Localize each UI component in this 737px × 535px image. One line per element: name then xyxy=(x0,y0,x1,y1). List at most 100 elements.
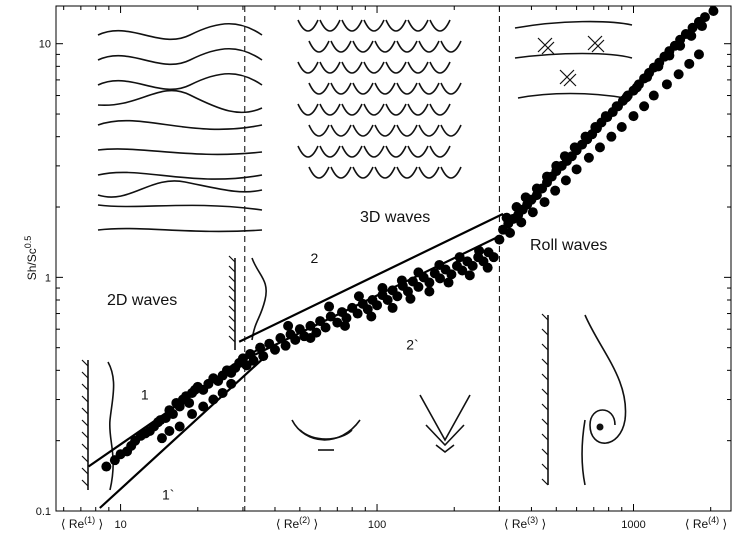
data-point xyxy=(353,291,364,302)
data-point xyxy=(527,207,538,218)
scallop-mark xyxy=(352,40,374,53)
data-point xyxy=(446,269,457,280)
data-point xyxy=(697,21,708,32)
scallop-mark xyxy=(308,124,330,137)
fit-line xyxy=(238,212,504,343)
scallop-mark xyxy=(385,103,407,116)
data-point xyxy=(324,301,335,312)
fit-lines: 1 1` 2 2` xyxy=(87,212,504,509)
data-point xyxy=(167,409,178,420)
data-point xyxy=(269,344,280,355)
region-label-2d-waves: 2D waves xyxy=(107,292,177,309)
scallop-mark xyxy=(440,40,462,53)
scallop-mark xyxy=(440,82,462,95)
re-marker-label: ⟨ Re(3) ⟩ xyxy=(504,515,546,531)
data-point xyxy=(325,311,336,322)
data-point xyxy=(684,58,695,69)
scallop-mark xyxy=(341,145,363,158)
y-axis-label-exponent: 0.5 xyxy=(23,236,33,249)
data-point xyxy=(628,111,639,122)
scallop-mark xyxy=(308,40,330,53)
data-point xyxy=(594,142,605,153)
data-point xyxy=(488,252,499,263)
scallop-mark xyxy=(385,19,407,32)
y-tick-label: 0.1 xyxy=(36,506,51,518)
data-point xyxy=(332,317,343,328)
scallop-mark xyxy=(374,124,396,137)
data-point xyxy=(664,50,675,61)
data-point xyxy=(467,260,478,271)
data-point xyxy=(501,212,512,223)
data-point xyxy=(387,302,398,313)
data-point xyxy=(174,421,185,432)
scallop-mark xyxy=(341,19,363,32)
data-point xyxy=(283,320,294,331)
wall-roll-vortex-illustration xyxy=(541,313,627,486)
data-point xyxy=(305,320,316,331)
fit-line-label: 2` xyxy=(406,337,418,353)
data-point xyxy=(275,333,286,344)
data-point xyxy=(184,397,195,408)
data-point xyxy=(226,378,237,389)
re-marker-label: ⟨ Re(2) ⟩ xyxy=(276,515,318,531)
scallop-mark xyxy=(319,103,341,116)
data-point xyxy=(511,202,522,213)
data-point xyxy=(396,275,407,286)
wall-wavy-profile-illustration xyxy=(81,359,115,491)
data-point xyxy=(687,22,698,33)
data-point xyxy=(616,122,627,133)
scallop-mark xyxy=(374,40,396,53)
data-point xyxy=(551,160,562,171)
regime-boundaries xyxy=(244,6,500,511)
data-point xyxy=(382,294,393,305)
axis-ticks: 10 100 1000 0.1 1 10 xyxy=(36,6,731,531)
data-point xyxy=(699,12,710,23)
wall-velocity-profile-illustration xyxy=(228,255,267,350)
three-d-wave-scallops-illustration xyxy=(297,19,462,179)
data-point xyxy=(606,131,617,142)
v-shaped-wave-illustration xyxy=(419,394,471,454)
data-point xyxy=(600,111,611,122)
y-axis-label: Sh/Sc0.5 xyxy=(23,236,39,281)
data-point xyxy=(377,283,388,294)
y-tick-label: 1 xyxy=(45,272,51,284)
data-point xyxy=(505,227,516,238)
fit-line-label: 1` xyxy=(162,487,174,503)
data-point xyxy=(464,270,475,281)
scallop-mark xyxy=(396,166,418,179)
data-point xyxy=(550,185,561,196)
data-point xyxy=(434,259,445,270)
scallop-mark xyxy=(396,40,418,53)
scallop-mark xyxy=(429,145,451,158)
scallop-mark xyxy=(330,82,352,95)
data-point xyxy=(413,281,424,292)
data-point xyxy=(457,265,468,276)
data-point xyxy=(198,401,209,412)
data-point xyxy=(639,101,650,112)
scallop-mark xyxy=(396,124,418,137)
scallop-mark xyxy=(374,82,396,95)
data-point xyxy=(413,267,424,278)
scallop-mark xyxy=(330,124,352,137)
scallop-mark xyxy=(385,61,407,74)
data-point xyxy=(101,461,112,472)
data-point xyxy=(571,164,582,175)
data-point xyxy=(675,40,686,51)
data-point xyxy=(164,425,175,436)
data-point xyxy=(661,79,672,90)
scallop-mark xyxy=(352,124,374,137)
horseshoe-wave-illustration xyxy=(291,419,361,451)
data-point xyxy=(280,340,291,351)
data-point xyxy=(494,234,505,245)
re-marker-label: ⟨ Re(4) ⟩ xyxy=(685,515,727,531)
scallop-mark xyxy=(385,145,407,158)
fit-line xyxy=(99,357,264,509)
scallop-mark xyxy=(407,145,429,158)
scallop-mark xyxy=(429,19,451,32)
x-tick-label: 1000 xyxy=(621,519,645,531)
scallop-mark xyxy=(330,166,352,179)
data-point xyxy=(611,101,622,112)
scallop-mark xyxy=(297,19,319,32)
data-point xyxy=(648,90,659,101)
scallop-mark xyxy=(308,82,330,95)
